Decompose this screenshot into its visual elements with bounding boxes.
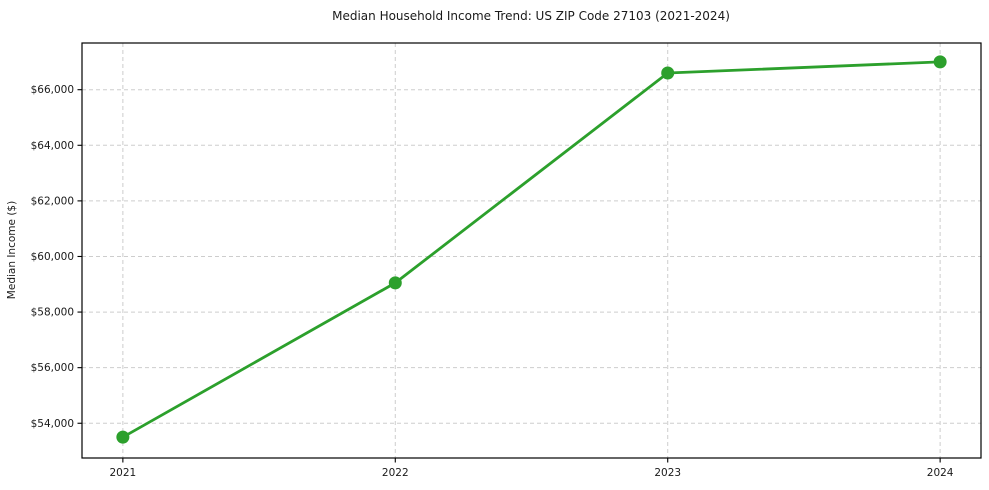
y-axis-label: Median Income ($) (6, 201, 18, 299)
x-tick-label: 2022 (382, 467, 409, 479)
y-tick-label: $56,000 (31, 362, 74, 374)
x-tick-label: 2023 (654, 467, 681, 479)
x-tick-label: 2021 (109, 467, 136, 479)
y-tick-label: $66,000 (31, 84, 74, 96)
y-tick-label: $54,000 (31, 418, 74, 430)
y-tick-label: $60,000 (31, 251, 74, 263)
income-trend-line (121, 60, 942, 439)
plot-border (81, 42, 982, 459)
chart-title: Median Household Income Trend: US ZIP Co… (332, 9, 730, 23)
data-point-marker (661, 66, 675, 80)
y-tick-label: $64,000 (31, 140, 74, 152)
y-tick-label: $62,000 (31, 195, 74, 207)
axis-layer (77, 42, 982, 463)
data-series-layer (116, 55, 947, 444)
data-point-marker (933, 55, 947, 69)
grid-layer (82, 43, 981, 458)
x-tick-label: 2024 (927, 467, 954, 479)
data-point-marker (388, 276, 402, 290)
tick-label-layer: $54,000 $56,000 $58,000 $60,000 $62,000 $64,0… (31, 84, 954, 479)
y-tick-label: $58,000 (31, 307, 74, 319)
data-point-marker (116, 430, 130, 444)
